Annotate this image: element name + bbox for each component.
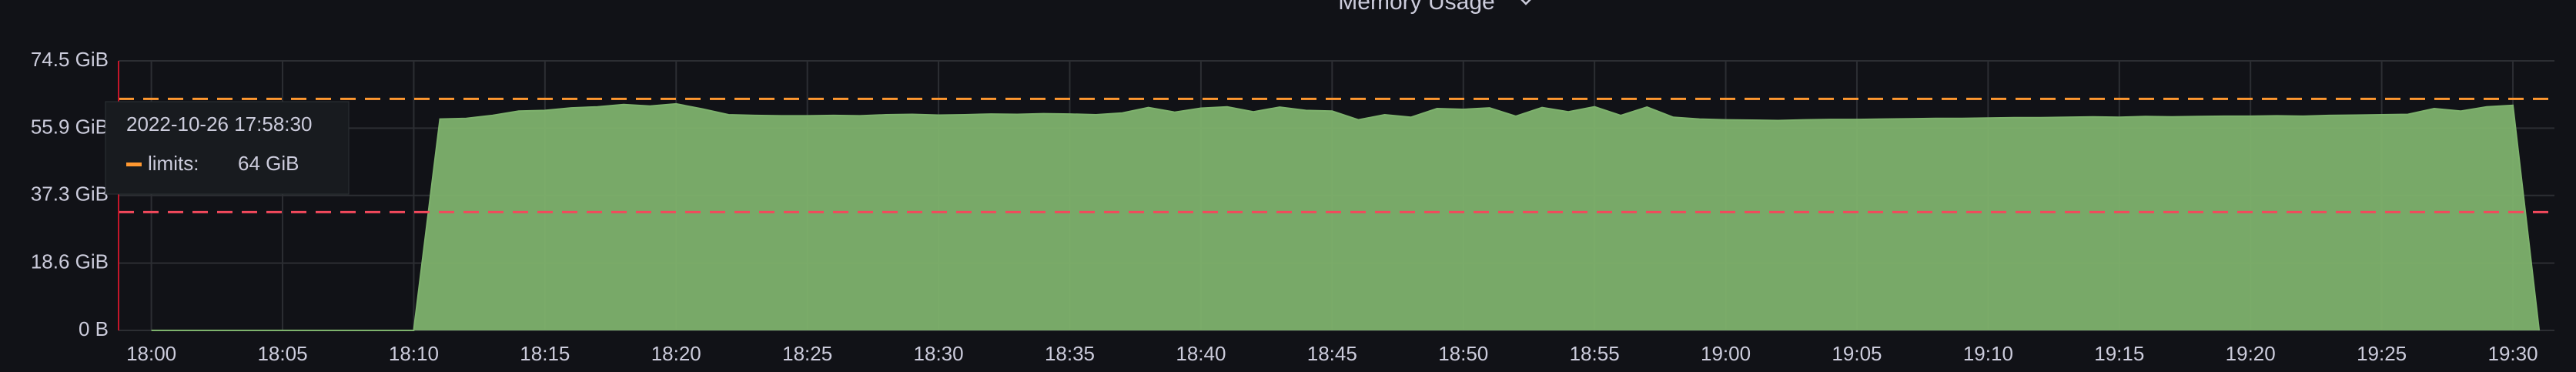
y-tick-label: 0 B <box>79 317 109 340</box>
x-tick-label: 18:50 <box>1438 342 1488 365</box>
tooltip-label: limits: <box>148 152 199 175</box>
x-tick-label: 18:00 <box>126 342 176 365</box>
x-tick-label: 18:10 <box>389 342 439 365</box>
tooltip-swatch <box>126 163 142 166</box>
x-tick-label: 19:15 <box>2094 342 2144 365</box>
y-tick-label: 18.6 GiB <box>31 250 109 273</box>
x-tick-label: 19:20 <box>2226 342 2276 365</box>
x-tick-label: 19:30 <box>2487 342 2538 365</box>
x-tick-label: 19:05 <box>1832 342 1882 365</box>
x-tick-label: 18:05 <box>257 342 307 365</box>
y-tick-label: 37.3 GiB <box>31 183 109 206</box>
tooltip: 2022-10-26 17:58:30 limits: 64 GiB <box>105 101 350 195</box>
tooltip-box <box>105 101 350 195</box>
x-tick-label: 18:15 <box>520 342 570 365</box>
y-tick-label: 74.5 GiB <box>31 48 109 71</box>
x-tick-label: 18:45 <box>1307 342 1357 365</box>
area-fill <box>151 103 2540 330</box>
series-line <box>151 102 2541 331</box>
tooltip-value: 64 GiB <box>238 152 299 175</box>
x-tick-label: 18:25 <box>782 342 832 365</box>
x-tick-label: 18:40 <box>1176 342 1226 365</box>
x-tick-label: 19:00 <box>1701 342 1751 365</box>
x-tick-label: 18:55 <box>1570 342 1620 365</box>
plot <box>119 97 2554 331</box>
x-tick-label: 18:20 <box>651 342 701 365</box>
x-tick-label: 19:10 <box>1963 342 2013 365</box>
x-tick-label: 18:30 <box>914 342 964 365</box>
x-tick-label: 18:35 <box>1045 342 1095 365</box>
x-tick-label: 19:25 <box>2357 342 2407 365</box>
tooltip-time: 2022-10-26 17:58:30 <box>126 112 312 136</box>
panel-title[interactable]: Memory Usage <box>1338 0 1494 15</box>
y-tick-label: 55.9 GiB <box>31 115 109 138</box>
title-caret[interactable] <box>1521 0 1531 5</box>
